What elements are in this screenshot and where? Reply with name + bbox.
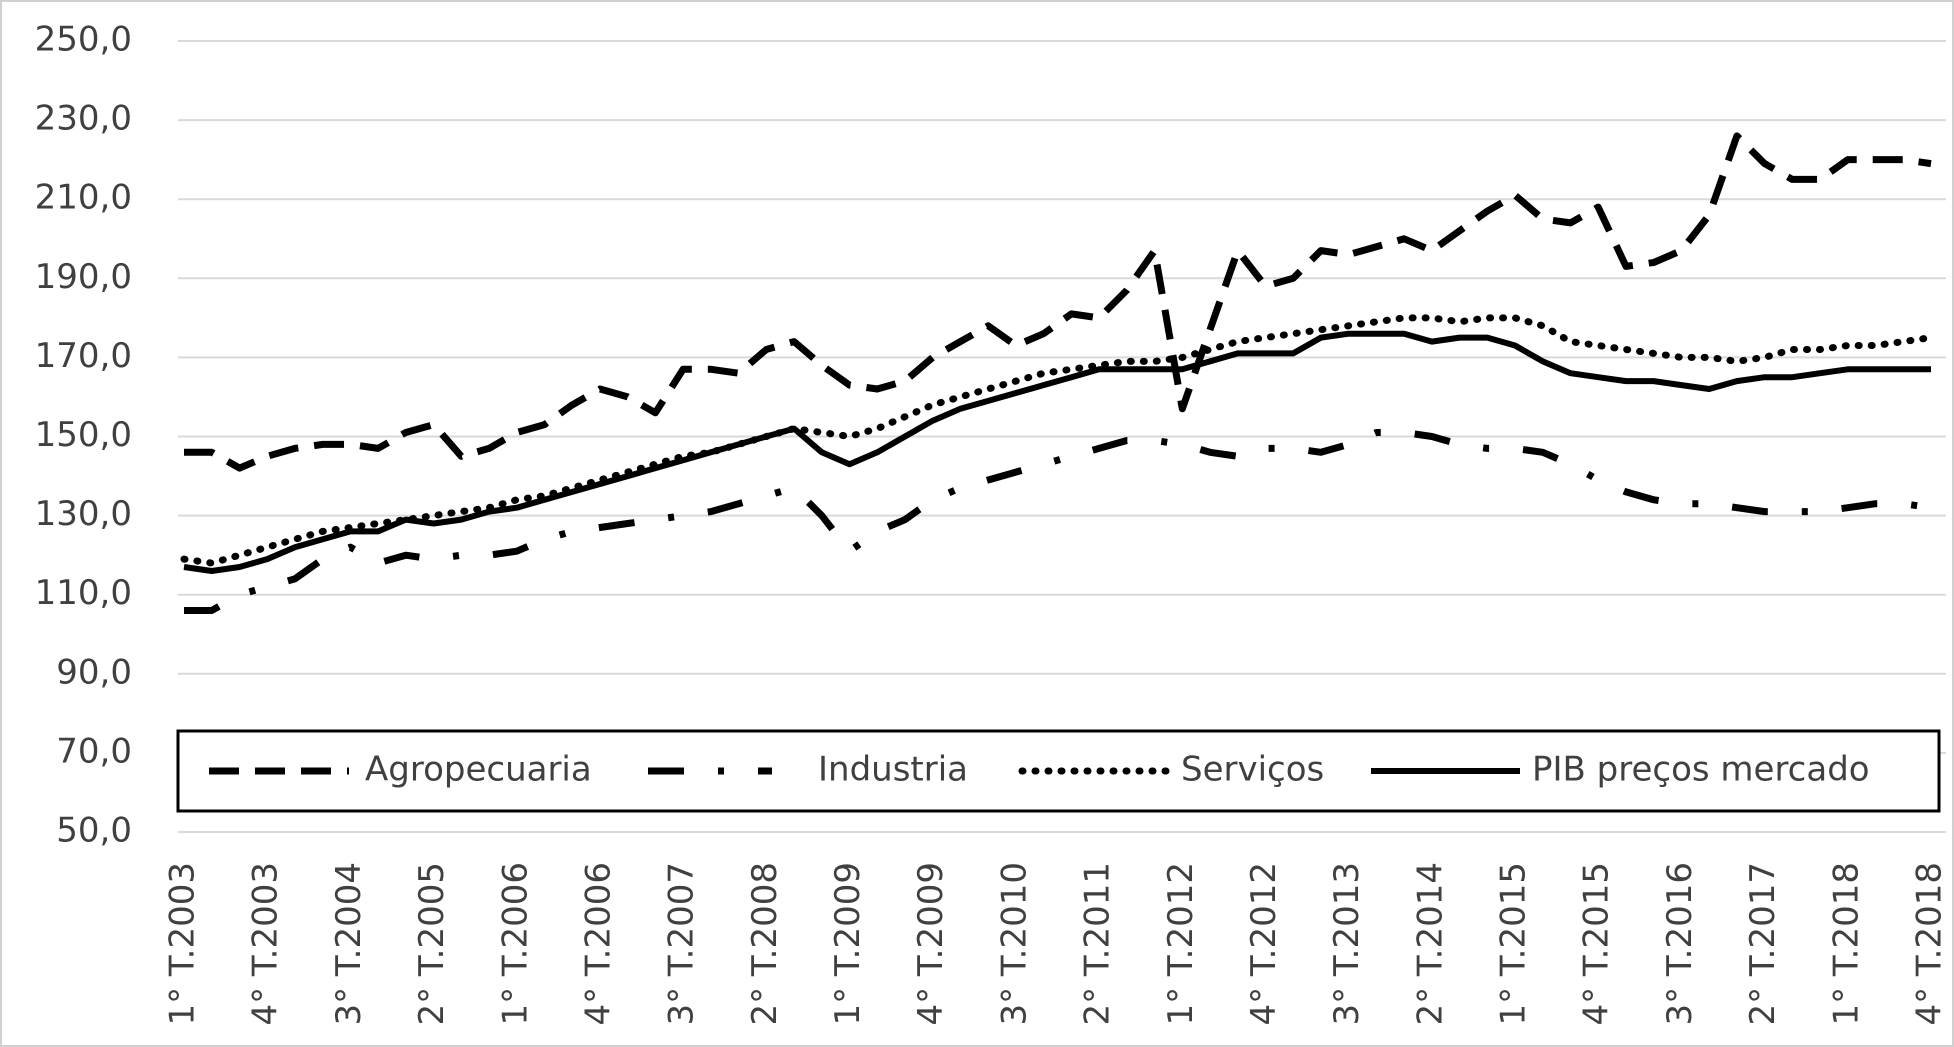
x-tick-label: 1° T.2003 (163, 862, 203, 1026)
y-tick-label: 250,0 (35, 20, 132, 60)
series-line (183, 330, 1931, 574)
x-tick-label: 3° T.2007 (662, 862, 702, 1026)
y-tick-label: 190,0 (35, 257, 132, 297)
x-tick-label: 2° T.2014 (1410, 862, 1450, 1026)
x-tick-label: 3° T.2010 (994, 862, 1034, 1026)
x-tick-label: 4° T.2006 (578, 862, 618, 1026)
legend-label: Industria (818, 750, 968, 790)
y-tick-label: 90,0 (56, 652, 132, 692)
legend-box (176, 729, 1941, 813)
plot (180, 132, 1935, 614)
y-tick-label: 170,0 (35, 336, 132, 376)
x-tick-label: 4° T.2012 (1244, 862, 1284, 1026)
y-tick-label: 70,0 (56, 731, 132, 771)
x-tick-label: 3° T.2013 (1327, 862, 1367, 1026)
x-tick-label: 1° T.2018 (1826, 862, 1866, 1026)
y-tick-label: 210,0 (35, 178, 132, 218)
legend-label: PIB preços mercado (1532, 750, 1870, 790)
x-tick-label: 1° T.2015 (1494, 862, 1534, 1026)
x-tick-label: 4° T.2018 (1910, 862, 1950, 1026)
x-tick-label: 3° T.2016 (1660, 862, 1700, 1026)
x-tick-label: 3° T.2004 (329, 862, 369, 1026)
y-tick-label: 110,0 (35, 573, 132, 613)
legend-label: Agropecuaria (365, 750, 592, 790)
x-tick-label: 2° T.2005 (412, 862, 452, 1026)
y-tick-label: 130,0 (35, 494, 132, 534)
labels: 50,0 70,0 90,0 110,0 130,0 150,0 170,0 190,0 210… (35, 20, 1950, 1026)
x-tick-label: 2° T.2008 (745, 862, 785, 1026)
x-tick-label: 4° T.2009 (911, 862, 951, 1026)
series-line (180, 314, 1935, 567)
y-tick-label: 230,0 (35, 99, 132, 139)
legend-label: Serviços (1181, 750, 1324, 790)
x-tick-label: 4° T.2003 (246, 862, 286, 1026)
y-tick-label: 150,0 (35, 415, 132, 455)
y-tick-label: 50,0 (56, 811, 132, 851)
x-tick-label: 1° T.2006 (495, 862, 535, 1026)
legend: Agropecuaria Industria Serviços PIB preços … (176, 729, 1941, 813)
x-tick-label: 1° T.2012 (1161, 862, 1201, 1026)
x-tick-label: 2° T.2017 (1743, 862, 1783, 1026)
series-line (184, 429, 1932, 614)
x-tick-label: 4° T.2015 (1577, 862, 1617, 1026)
x-tick-label: 1° T.2009 (828, 862, 868, 1026)
x-tick-label: 2° T.2011 (1078, 862, 1118, 1026)
